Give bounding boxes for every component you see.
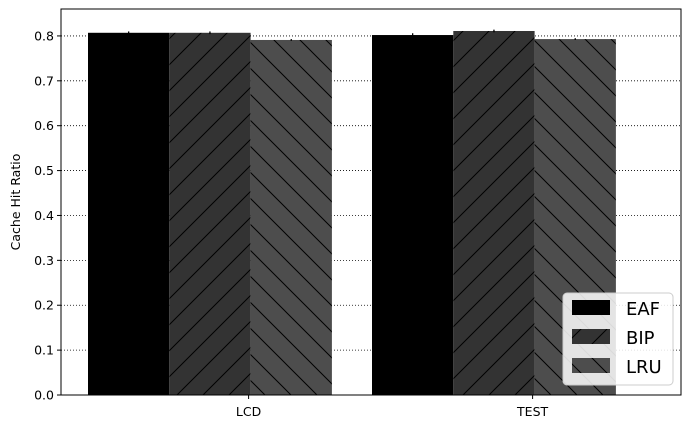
bar-bip-lcd	[169, 32, 251, 396]
plot-frame	[60, 8, 682, 396]
legend-label-eaf: EAF	[626, 299, 660, 320]
y-axis: 0.0 0.1 0.2 0.3 0.4 0.5 0.6 0.7 0.8	[34, 28, 61, 403]
bar-eaf-test	[372, 35, 454, 395]
x-axis: LCD TEST	[236, 395, 549, 419]
legend-label-lru: LRU	[626, 357, 662, 378]
x-tick-label: LCD	[236, 404, 261, 419]
bar-bip-test	[453, 30, 535, 396]
bar-eaf-lcd	[88, 32, 170, 396]
legend: EAF BIP LRU	[562, 292, 674, 386]
y-tick-label: 0.8	[34, 28, 54, 43]
legend-label-bip: BIP	[626, 328, 655, 349]
y-tick-label: 0.6	[34, 118, 54, 133]
bar-lru-lcd	[250, 39, 332, 396]
y-tick-label: 0.0	[34, 388, 54, 403]
legend-swatch-bip	[572, 329, 610, 344]
y-tick-label: 0.3	[34, 253, 54, 268]
y-tick-label: 0.2	[34, 298, 54, 313]
y-tick-label: 0.7	[34, 73, 54, 88]
legend-swatch-lru	[572, 358, 610, 373]
y-axis-label: Cache Hit Ratio	[8, 154, 23, 251]
legend-swatch-eaf	[572, 300, 610, 315]
y-tick-label: 0.5	[34, 163, 54, 178]
y-tick-label: 0.4	[34, 208, 54, 223]
y-tick-label: 0.1	[34, 343, 54, 358]
bars-group	[88, 29, 616, 396]
x-tick-label: TEST	[516, 404, 548, 419]
